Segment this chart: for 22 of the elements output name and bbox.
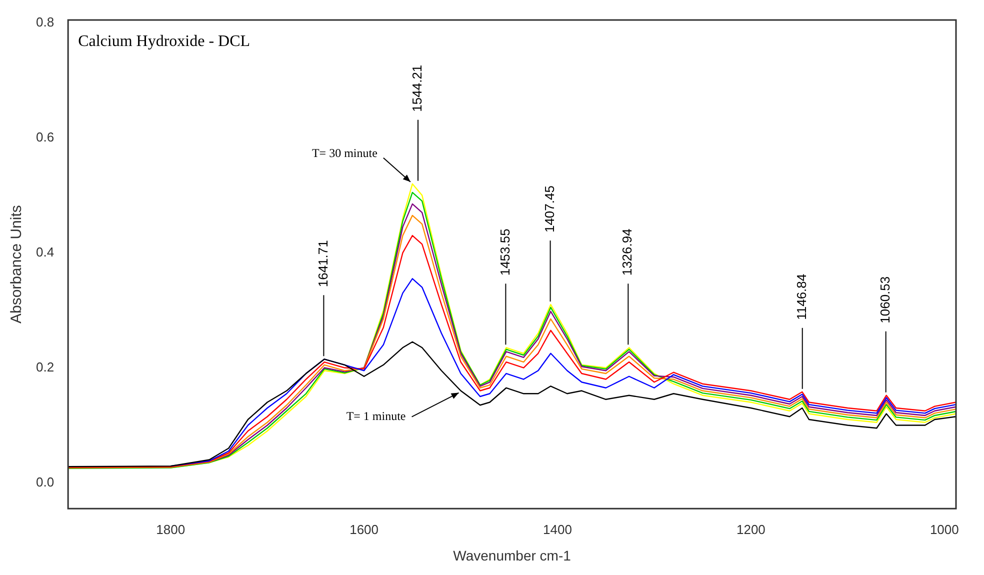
y-tick-label: 0.2 xyxy=(36,359,54,374)
annotation: 1326.94 xyxy=(620,228,635,276)
annotation: T= 30 minute xyxy=(312,146,378,160)
annotation: 1453.55 xyxy=(497,228,512,276)
annotation: 1146.84 xyxy=(794,274,809,320)
x-tick-label: 1200 xyxy=(736,522,766,537)
x-tick-label: 1000 xyxy=(930,522,959,537)
annotation: 1641.71 xyxy=(315,240,330,288)
y-tick-label: 0.4 xyxy=(36,244,54,260)
annotation: T= 1 minute xyxy=(346,408,406,423)
y-tick-label: 0.0 xyxy=(36,474,54,490)
y-tick-label: 0.6 xyxy=(36,129,54,144)
x-tick-label: 1400 xyxy=(543,522,572,537)
y-axis-title: Absorbance Units xyxy=(8,205,26,324)
annotation: 1544.21 xyxy=(410,64,425,112)
x-axis-title: Wavenumber cm-1 xyxy=(453,547,572,564)
annotation: 1407.45 xyxy=(542,186,557,233)
y-tick-label: 0.8 xyxy=(36,14,54,30)
x-tick-label: 1600 xyxy=(350,522,379,537)
text: Calcium Hydroxide - DCL xyxy=(78,33,250,50)
annotation: 1060.53 xyxy=(877,276,892,324)
x-tick-label: 1800 xyxy=(156,522,186,537)
